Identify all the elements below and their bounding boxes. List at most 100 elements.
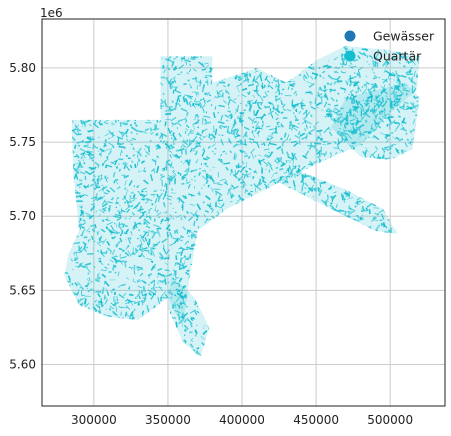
region-speckle <box>170 80 177 83</box>
region-speckle <box>229 272 232 276</box>
region-speckle <box>255 318 259 320</box>
region-speckle <box>119 231 124 237</box>
region-speckle <box>417 55 420 59</box>
region-speckle <box>254 99 258 105</box>
region-speckle <box>187 235 191 238</box>
region-speckle <box>277 121 280 124</box>
region-speckle <box>246 99 253 103</box>
region-speckle <box>269 151 273 158</box>
region-speckle <box>295 253 301 260</box>
region-speckle <box>384 285 387 289</box>
region-speckle <box>119 259 123 265</box>
region-speckle <box>89 184 95 187</box>
region-speckle <box>395 75 399 78</box>
region-speckle <box>412 224 416 228</box>
region-speckle <box>132 154 136 157</box>
region-speckle <box>171 60 175 67</box>
region-speckle <box>162 167 166 171</box>
region-speckle <box>188 159 191 167</box>
region-speckle <box>280 66 286 72</box>
region-speckle <box>84 302 90 308</box>
region-speckle <box>217 120 225 125</box>
region-speckle <box>294 218 298 222</box>
region-speckle <box>170 162 173 168</box>
region-speckle <box>176 196 181 200</box>
region-speckle <box>159 48 164 54</box>
region-speckle <box>329 249 332 253</box>
region-speckle <box>303 74 308 80</box>
region-speckle <box>378 291 383 296</box>
region-speckle <box>260 309 264 316</box>
region-speckle <box>200 293 206 298</box>
region-speckle <box>298 254 302 258</box>
region-speckle <box>146 88 151 91</box>
region-speckle <box>345 165 351 170</box>
region-speckle <box>115 240 121 247</box>
region-speckle <box>139 239 143 246</box>
region-speckle <box>66 224 72 228</box>
region-speckle <box>128 180 133 187</box>
region-speckle <box>217 294 220 297</box>
region-speckle <box>68 86 72 89</box>
region-speckle <box>251 130 254 134</box>
region-speckle <box>233 64 237 67</box>
region-speckle <box>230 51 235 54</box>
region-speckle <box>231 235 236 239</box>
region-speckle <box>383 290 388 294</box>
region-speckle <box>156 144 160 150</box>
region-speckle <box>218 125 223 130</box>
region-speckle <box>202 277 207 283</box>
region-speckle <box>82 153 86 159</box>
region-speckle <box>301 303 307 307</box>
region-speckle <box>310 286 317 293</box>
region-speckle <box>77 298 83 304</box>
region-speckle <box>296 174 299 177</box>
region-speckle <box>142 179 149 185</box>
region-speckle <box>311 187 318 191</box>
region-speckle <box>149 104 152 107</box>
region-speckle <box>114 159 118 166</box>
region-speckle <box>189 170 193 172</box>
region-speckle <box>274 185 281 190</box>
region-speckle <box>278 196 284 200</box>
region-speckle <box>327 47 330 50</box>
region-speckle <box>67 305 71 309</box>
region-speckle <box>211 143 217 148</box>
region-speckle <box>203 346 208 353</box>
region-speckle <box>404 311 408 316</box>
region-speckle <box>227 137 232 144</box>
region-speckle <box>252 274 255 278</box>
region-speckle <box>293 321 296 325</box>
region-speckle <box>162 306 164 309</box>
region-speckle <box>92 289 95 292</box>
region-speckle <box>93 119 97 126</box>
region-speckle <box>285 271 290 276</box>
region-speckle <box>391 270 396 275</box>
region-speckle <box>210 104 213 107</box>
region-speckle <box>183 324 189 330</box>
region-speckle <box>291 268 298 274</box>
region-speckle <box>173 348 177 352</box>
region-speckle <box>233 133 237 139</box>
region-speckle <box>106 323 110 328</box>
region-speckle <box>346 214 350 218</box>
region-speckle <box>389 233 396 238</box>
region-speckle <box>359 172 365 175</box>
region-speckle <box>72 167 78 171</box>
region-speckle <box>246 254 250 258</box>
region-speckle <box>232 314 237 318</box>
region-speckle <box>349 210 356 215</box>
region-speckle <box>333 58 337 61</box>
region-speckle <box>70 315 74 320</box>
region-speckle <box>283 48 291 55</box>
region-speckle <box>77 124 79 127</box>
region-speckle <box>80 286 85 290</box>
region-speckle <box>297 170 300 173</box>
region-speckle <box>77 144 81 148</box>
region-speckle <box>130 191 134 195</box>
region-speckle <box>181 194 187 200</box>
region-speckle <box>279 198 282 202</box>
region-speckle <box>297 292 300 295</box>
region-speckle <box>263 161 269 166</box>
region-speckle <box>147 62 150 66</box>
